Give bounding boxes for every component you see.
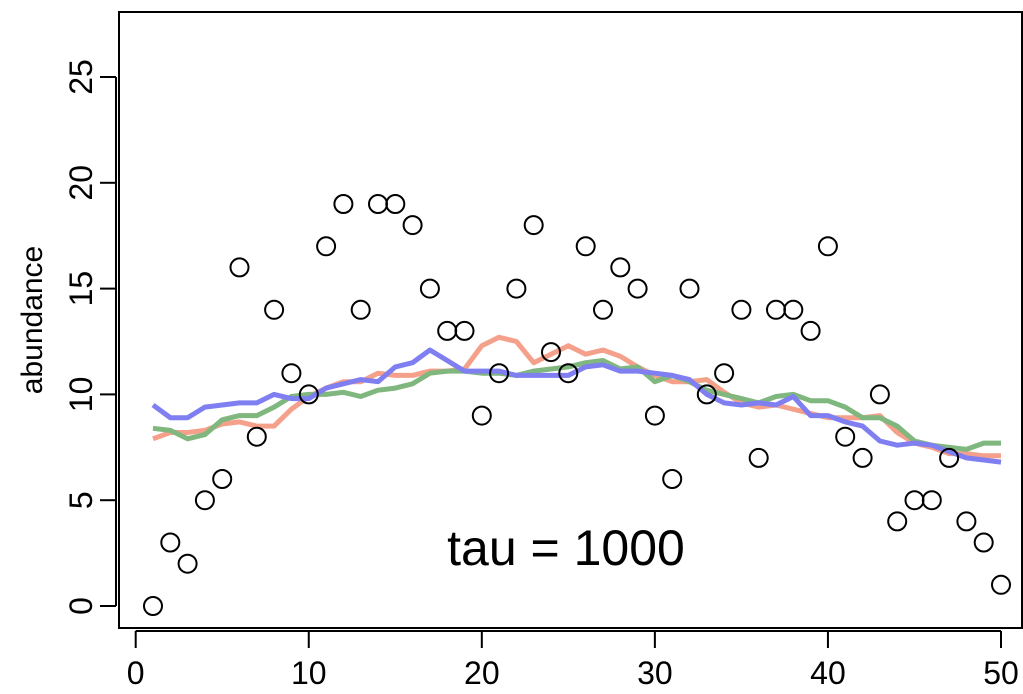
data-point [419, 278, 440, 299]
data-point [817, 236, 838, 257]
data-point [714, 363, 735, 384]
data-point [869, 384, 890, 405]
data-point [264, 299, 285, 320]
data-point [939, 447, 960, 468]
data-point [298, 384, 319, 405]
data-point [368, 194, 388, 214]
data-point [887, 511, 908, 532]
data-point [489, 363, 510, 384]
data-point [177, 553, 198, 574]
x-tick-label: 40 [810, 655, 846, 691]
x-axis: 0 10 20 30 40 50 [127, 630, 1019, 691]
data-point [610, 257, 631, 278]
data-point [731, 299, 752, 320]
data-point [454, 320, 475, 341]
data-point [558, 363, 579, 384]
data-point [385, 194, 406, 214]
x-tick-label: 0 [127, 655, 145, 691]
data-point [696, 384, 717, 405]
x-tick-label: 20 [464, 655, 500, 691]
data-point [229, 257, 250, 278]
data-point [575, 236, 596, 257]
x-tick-label: 30 [637, 655, 673, 691]
x-tick-label: 10 [291, 655, 327, 691]
y-tick-label: 5 [63, 491, 99, 509]
data-point [212, 469, 233, 489]
data-point [593, 299, 613, 320]
data-point [471, 405, 492, 426]
y-tick-label: 15 [63, 271, 99, 307]
data-points [143, 194, 1011, 616]
data-point [506, 278, 527, 299]
data-point [973, 532, 994, 553]
data-point [956, 511, 977, 532]
y-tick-label: 25 [63, 59, 99, 95]
data-point [662, 469, 683, 489]
data-point [921, 490, 942, 511]
data-point [246, 426, 267, 447]
data-point [748, 447, 769, 468]
data-point [679, 278, 700, 299]
data-point [644, 405, 665, 426]
data-point [523, 215, 544, 236]
data-point [904, 490, 925, 511]
plot-frame [118, 11, 1023, 629]
data-point [627, 278, 648, 299]
data-point [402, 215, 423, 236]
data-point [991, 574, 1011, 595]
data-point [281, 363, 302, 384]
data-point [541, 342, 561, 363]
data-point [350, 299, 371, 320]
y-tick-label: 0 [63, 597, 99, 615]
data-point [783, 299, 804, 320]
data-point [143, 596, 163, 616]
y-tick-label: 20 [63, 165, 99, 201]
data-point [333, 194, 354, 214]
data-point [160, 532, 181, 553]
x-tick-label: 50 [983, 655, 1019, 691]
data-point [835, 426, 856, 447]
y-axis-label: abundance [16, 246, 49, 394]
data-point [194, 490, 215, 511]
data-point [766, 299, 786, 320]
data-point [316, 236, 337, 257]
tau-annotation: tau = 1000 [447, 520, 685, 576]
y-tick-label: 10 [63, 377, 99, 413]
y-axis: 0 5 10 15 20 25 [63, 59, 117, 615]
data-point [800, 320, 821, 341]
data-point [437, 320, 458, 341]
data-point [852, 447, 873, 468]
